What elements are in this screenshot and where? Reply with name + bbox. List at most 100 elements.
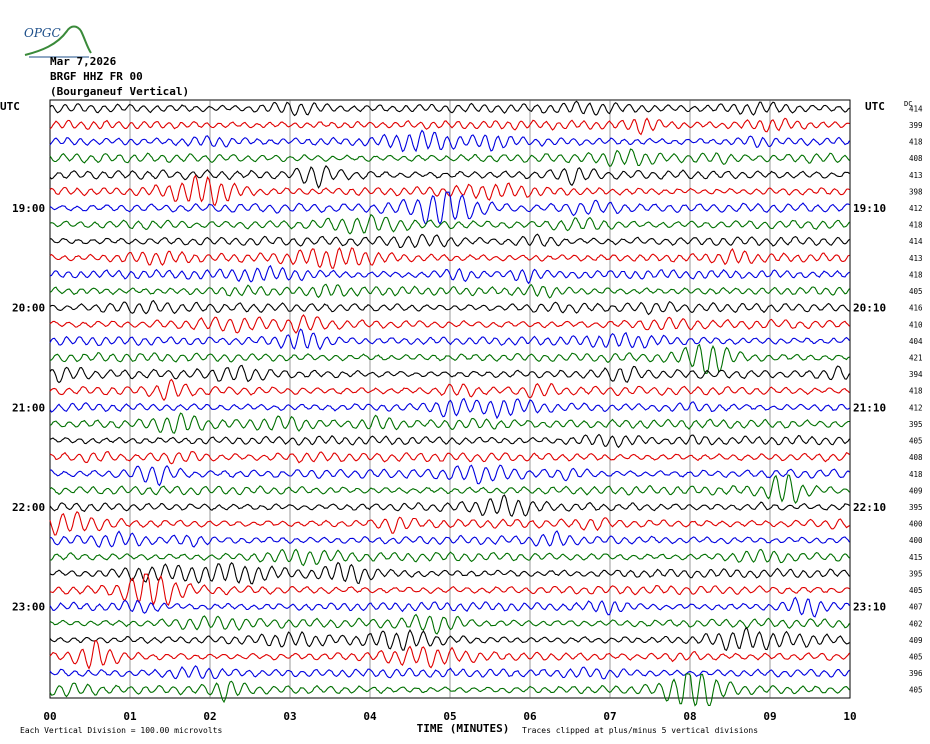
logo-text: OPGC: [24, 26, 61, 40]
seismic-trace: [50, 548, 850, 567]
dc-offset-label: 394: [909, 370, 923, 379]
seismic-trace: [49, 494, 850, 518]
dc-offset-label: 415: [909, 553, 923, 562]
x-tick-label: 10: [843, 710, 856, 723]
seismic-trace: [49, 673, 850, 707]
x-axis-title: TIME (MINUTES): [417, 722, 510, 735]
seismic-trace: [49, 299, 850, 316]
seismic-trace: [49, 283, 850, 299]
dc-offset-label: 421: [909, 353, 923, 362]
dc-offset-label: 405: [909, 652, 923, 661]
seismic-trace: [49, 264, 850, 285]
dc-offset-label: 407: [909, 603, 923, 612]
x-tick-label: 06: [523, 710, 537, 723]
plot-date: Mar 7,2026: [50, 55, 117, 68]
dc-offset-label: 410: [909, 320, 923, 329]
x-tick-label: 07: [603, 710, 616, 723]
seismic-trace: [49, 233, 850, 249]
x-tick-label: 02: [203, 710, 216, 723]
left-time-label: 22:00: [12, 501, 45, 514]
volcano-logo-icon: [25, 25, 93, 58]
chart-labels: 414 399 418 408 413 398 412 418 414 413 418 405 416 4…: [0, 100, 923, 735]
seismic-trace: [49, 117, 850, 136]
seismic-trace: [49, 328, 850, 351]
dc-offset-label: 418: [909, 221, 923, 230]
dc-offset-label: 418: [909, 387, 923, 396]
dc-offset-label: 405: [909, 287, 923, 296]
dc-offset-label: 408: [909, 453, 923, 462]
seismic-trace: [49, 343, 850, 374]
dc-offset-label: 414: [909, 104, 923, 113]
seismic-trace: [49, 191, 850, 225]
clip-footer: Traces clipped at plus/minus 5 vertical …: [522, 726, 758, 735]
seismic-trace: [49, 397, 850, 420]
x-tick-label: 03: [283, 710, 296, 723]
station-code: BRGF HHZ FR 00: [50, 70, 143, 83]
dc-offset-label: 408: [909, 154, 923, 163]
left-axis-label: UTC: [0, 100, 20, 113]
seismic-trace: [49, 100, 850, 117]
dc-offset-label: 409: [909, 636, 923, 645]
dc-offset-label: 412: [909, 403, 923, 412]
dc-offset-label: 396: [909, 669, 923, 678]
station-location: (Bourganeuf Vertical): [50, 85, 190, 98]
dc-offset-label: 404: [909, 337, 923, 346]
dc-offset-label: 418: [909, 270, 923, 279]
right-time-label: 21:10: [853, 401, 886, 414]
dc-offset-label: 395: [909, 420, 923, 429]
seismic-trace: [49, 412, 850, 434]
seismic-trace: [49, 665, 850, 680]
dc-offset-label: 400: [909, 536, 923, 545]
right-time-label: 20:10: [853, 302, 886, 315]
left-time-label: 20:00: [12, 302, 45, 315]
scale-footer: Each Vertical Division = 100.00 microvol…: [20, 726, 222, 735]
dc-offset-label: 412: [909, 204, 923, 213]
seismic-trace: [49, 561, 850, 585]
seismic-trace: [49, 530, 850, 548]
seismic-trace: [49, 596, 850, 618]
dc-offset-label: 395: [909, 569, 923, 578]
x-tick-label: 00: [43, 710, 56, 723]
left-time-label: 21:00: [12, 401, 45, 414]
dc-offset-label: 400: [909, 520, 923, 529]
right-time-label: 22:10: [853, 501, 886, 514]
seismic-trace: [49, 613, 850, 635]
x-tick-label: 05: [443, 710, 456, 723]
dc-offset-label: 409: [909, 486, 923, 495]
dc-offset-label: 413: [909, 171, 923, 180]
x-tick-label: 08: [683, 710, 696, 723]
dc-offset-label: 414: [909, 237, 923, 246]
dc-offset-label: 395: [909, 503, 923, 512]
right-axis-label: UTC: [865, 100, 885, 113]
seismic-trace: [49, 573, 850, 607]
seismic-trace: [49, 148, 850, 167]
seismic-trace: [49, 510, 850, 536]
seismic-trace: [49, 433, 850, 449]
left-time-label: 23:00: [12, 601, 45, 614]
seismic-trace: [49, 640, 850, 670]
x-tick-label: 09: [763, 710, 776, 723]
seismic-trace: [49, 165, 850, 189]
x-tick-label: 01: [123, 710, 137, 723]
dc-offset-label: 402: [909, 619, 923, 628]
seismic-trace: [49, 474, 850, 504]
seismic-trace: [50, 464, 850, 487]
seismic-trace: [49, 314, 850, 334]
dc-offset-label: 413: [909, 254, 923, 263]
dc-offset-label: 405: [909, 686, 923, 695]
seismic-trace: [49, 364, 850, 384]
dc-offset-label: 418: [909, 470, 923, 479]
dc-offset-label: 416: [909, 304, 923, 313]
x-tick-label: 04: [363, 710, 377, 723]
dc-label: DC: [904, 100, 912, 108]
left-time-label: 19:00: [12, 202, 45, 215]
seismic-trace: [49, 451, 850, 465]
seismic-trace: [49, 627, 850, 652]
seismic-trace: [49, 378, 850, 402]
right-time-label: 19:10: [853, 202, 886, 215]
dc-offset-label: 405: [909, 586, 923, 595]
seismic-traces: [49, 100, 850, 707]
dc-offset-label: 398: [909, 187, 923, 196]
chart-grid: [49, 99, 851, 699]
